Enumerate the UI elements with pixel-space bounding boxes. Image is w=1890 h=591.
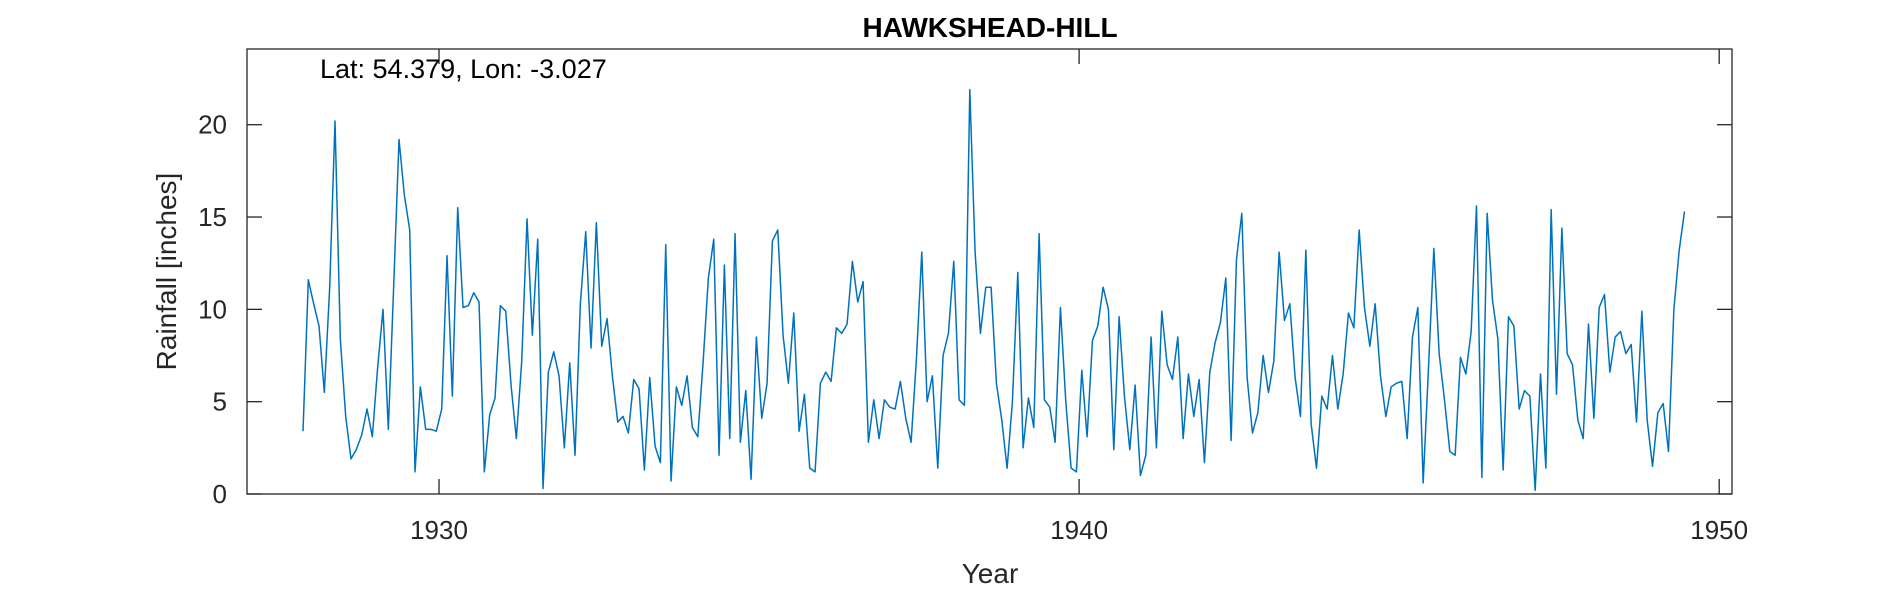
location-annotation: Lat: 54.379, Lon: -3.027 xyxy=(320,54,607,84)
plot-area xyxy=(247,49,1732,494)
y-axis-label: Rainfall [inches] xyxy=(151,173,182,371)
chart-title: HAWKSHEAD-HILL xyxy=(862,12,1117,43)
y-tick-label: 5 xyxy=(213,387,227,417)
x-tick-label: 1950 xyxy=(1690,515,1748,545)
rainfall-series-line xyxy=(302,88,1686,492)
y-tick-label: 15 xyxy=(198,202,227,232)
x-axis-label: Year xyxy=(962,558,1019,589)
plot-frame xyxy=(246,48,1733,495)
y-tick-label: 0 xyxy=(213,479,227,509)
axis-ticks xyxy=(247,49,1732,495)
y-tick-label: 20 xyxy=(198,110,227,140)
x-tick-labels: 1930 1940 1950 xyxy=(410,515,1748,545)
x-tick-label: 1930 xyxy=(410,515,468,545)
y-tick-labels: 0 5 10 15 20 xyxy=(198,110,227,509)
x-tick-label: 1940 xyxy=(1050,515,1108,545)
y-tick-label: 10 xyxy=(198,294,227,324)
